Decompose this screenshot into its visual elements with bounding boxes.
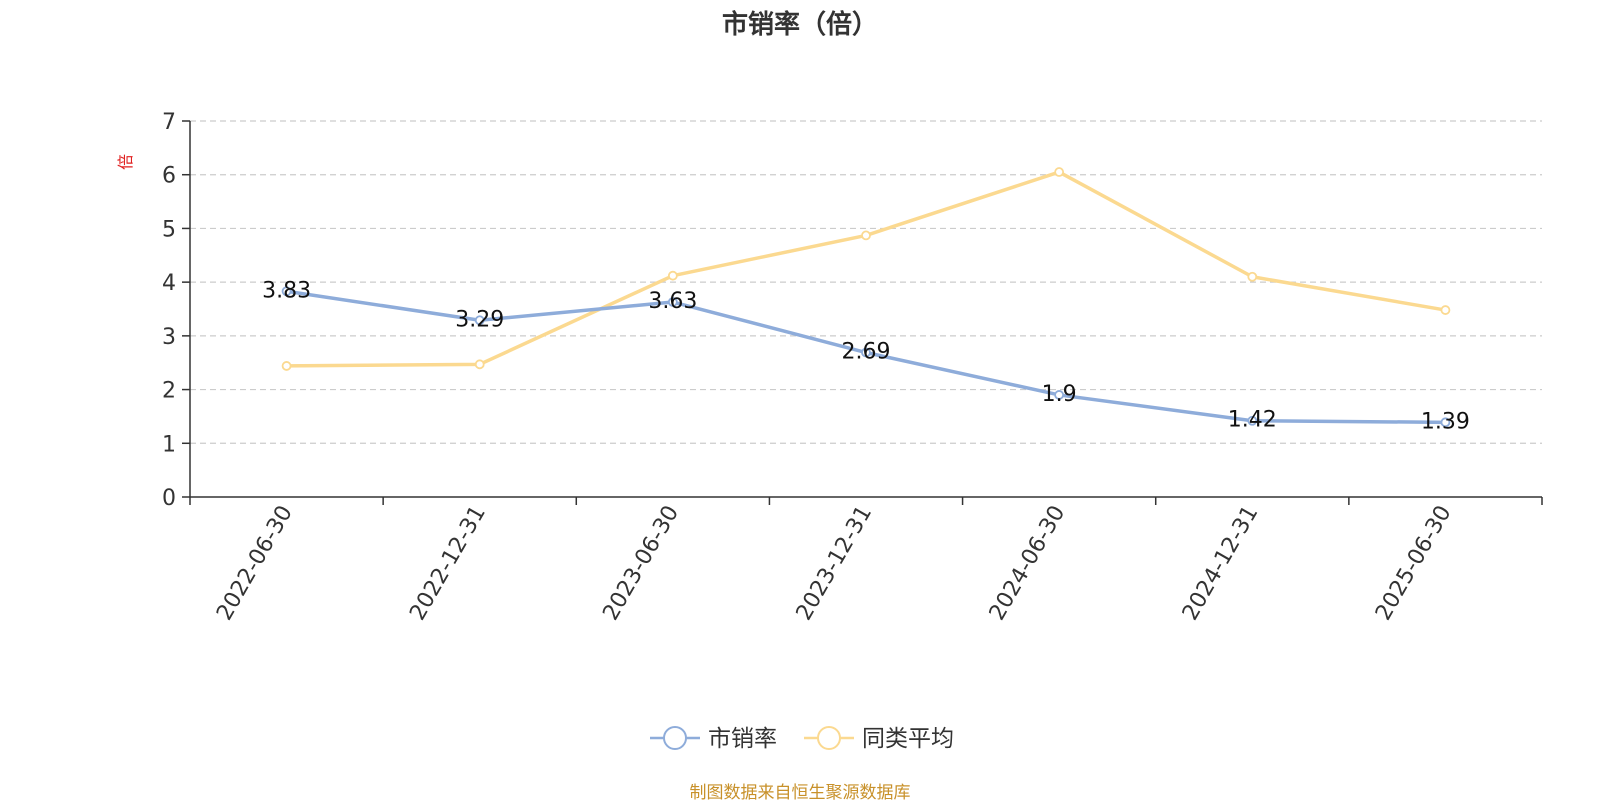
x-tick-label: 2022-12-31	[405, 502, 491, 625]
y-tick-label: 1	[162, 432, 176, 457]
grid-lines	[190, 120, 1542, 444]
x-tick-label: 2023-12-31	[792, 502, 878, 625]
data-label: 3.83	[262, 278, 311, 303]
data-point	[1247, 415, 1258, 426]
y-tick-label: 5	[162, 217, 176, 242]
legend-label: 同类平均	[862, 726, 954, 752]
series-lines	[281, 167, 1451, 428]
y-tick-label: 4	[162, 271, 176, 296]
x-tick-label: 2025-06-30	[1371, 502, 1457, 625]
data-point	[474, 359, 485, 370]
legend-marker	[817, 726, 841, 750]
data-point	[1247, 271, 1258, 282]
x-tick-label: 2024-06-30	[985, 502, 1071, 625]
legend-item-2: 同类平均	[804, 726, 954, 752]
y-axis-label: 倍	[116, 154, 135, 170]
data-point	[667, 270, 678, 281]
series-line-2	[286, 170, 1446, 368]
data-label: 1.9	[1042, 382, 1077, 407]
legend-item-1: 市销率	[650, 726, 777, 752]
data-label: 3.29	[455, 307, 504, 332]
data-point	[474, 315, 485, 326]
y-tick-label: 3	[162, 325, 176, 350]
legend: 市销率 同类平均	[650, 726, 954, 752]
data-point	[281, 286, 292, 297]
data-labels: 3.83 3.29 3.63 2.69 1.9 1.42 1.39	[262, 278, 1470, 434]
data-label: 3.63	[648, 289, 697, 314]
data-point	[861, 347, 871, 358]
legend-label: 市销率	[708, 726, 777, 752]
data-label: 1.39	[1421, 409, 1470, 434]
y-tick-label: 0	[162, 486, 176, 511]
data-point	[1054, 390, 1065, 400]
chart-title: 市销率（倍）	[721, 10, 878, 40]
data-point	[1440, 417, 1451, 428]
x-tick-label: 2023-06-30	[598, 502, 684, 625]
data-point	[861, 230, 871, 241]
source-note: 制图数据来自恒生聚源数据库	[689, 783, 911, 803]
data-point	[1440, 305, 1451, 315]
data-label: 1.42	[1228, 408, 1277, 433]
y-tick-label: 6	[162, 164, 176, 189]
x-tick-label: 2024-12-31	[1178, 502, 1264, 625]
data-point	[1054, 167, 1065, 177]
y-tick-label: 2	[162, 379, 176, 404]
data-point	[281, 361, 292, 371]
data-label: 2.69	[842, 340, 891, 365]
data-point	[667, 297, 678, 307]
legend-marker	[663, 726, 687, 750]
x-tick-label: 2022-06-30	[212, 502, 298, 625]
axes: 0 1 2 3 4 5 6 7 倍 2022-06-30 2022-12-31 2023-06-30 2…	[116, 110, 1543, 625]
y-tick-label: 7	[162, 110, 176, 135]
